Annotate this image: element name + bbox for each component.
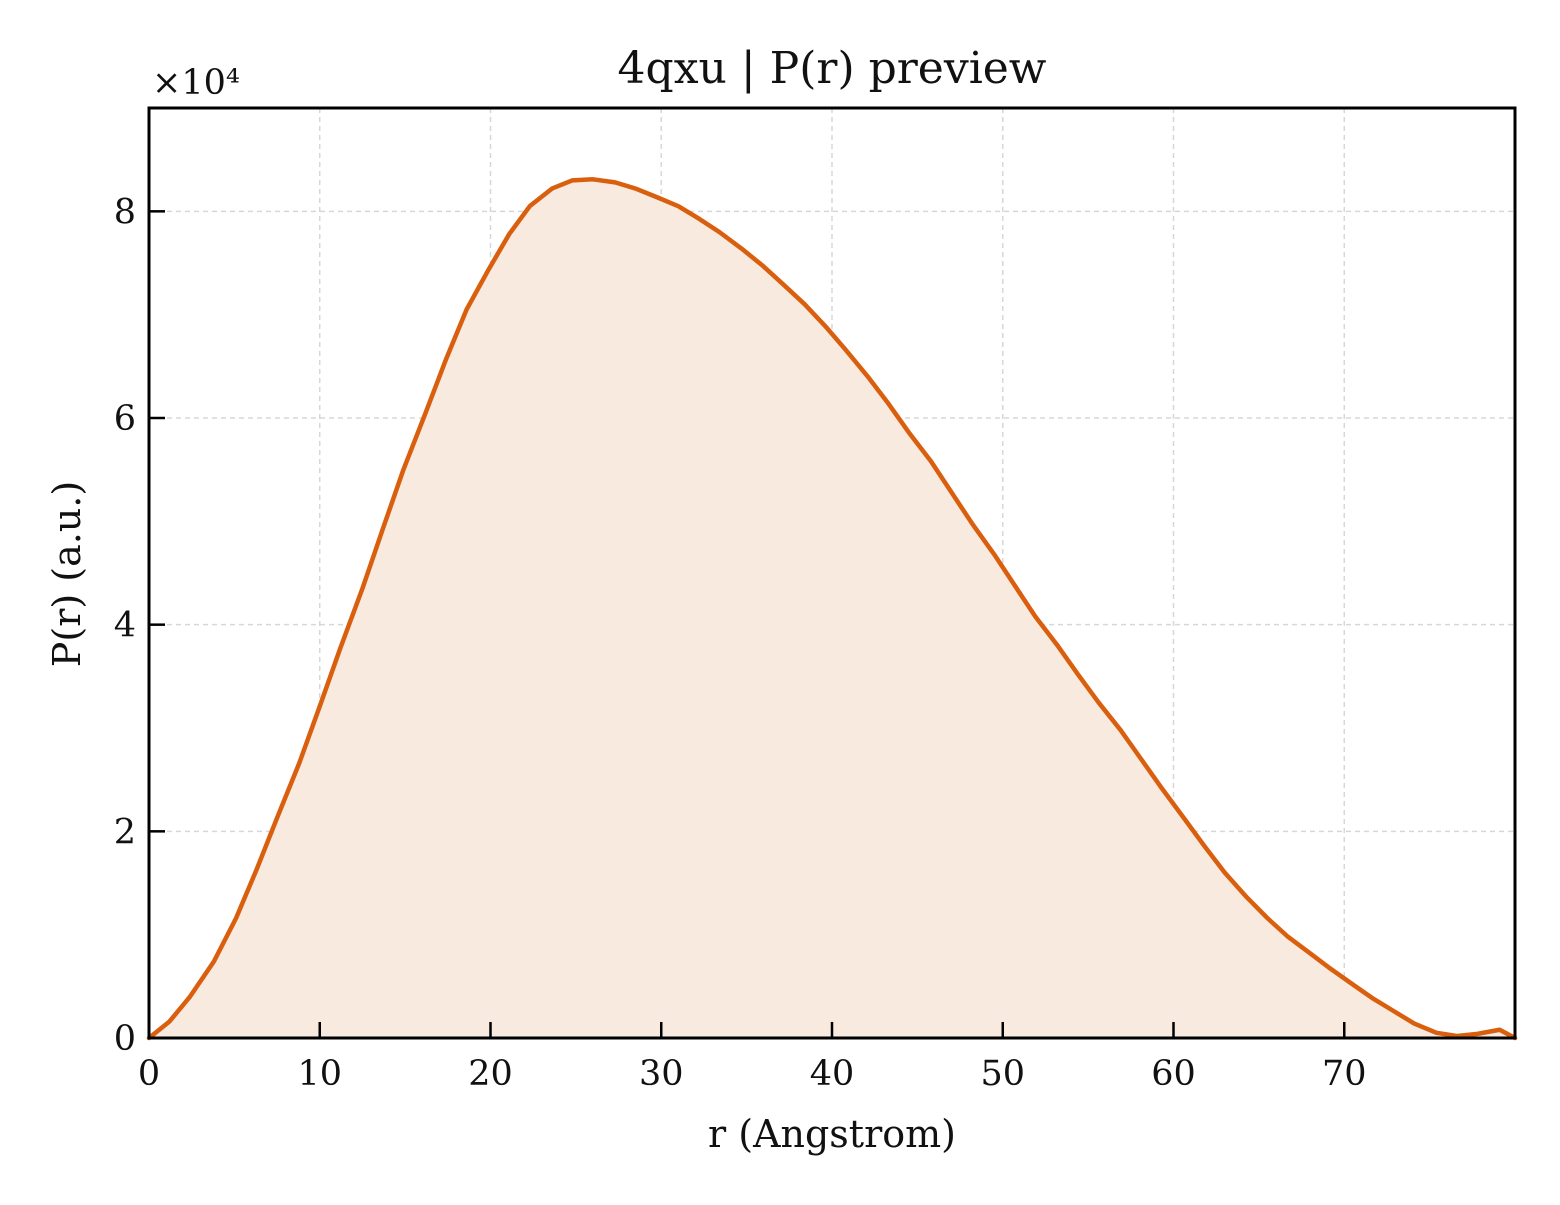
x-tick-label: 10 [297,1054,342,1094]
x-axis-label: r (Angstrom) [708,1112,956,1156]
y-tick-label: 4 [114,606,136,646]
chart-title: 4qxu | P(r) preview [618,43,1047,94]
x-tick-label: 60 [1151,1054,1196,1094]
y-axis-label: P(r) (a.u.) [45,481,89,667]
distribution-area [149,179,1515,1039]
x-tick-label: 70 [1322,1054,1367,1094]
y-tick-label: 0 [114,1019,136,1059]
y-tick-label: 8 [114,192,136,232]
distribution-line [146,177,1518,1041]
x-tick-label: 50 [980,1054,1025,1094]
x-tick-label: 20 [468,1054,513,1094]
tick-layer: 0 10 20 30 40 50 60 70 0 2 4 6 8 [114,192,1367,1094]
x-tick-label: 40 [810,1054,855,1094]
y-tick-label: 6 [114,399,136,439]
y-axis-multiplier: ×10⁴ [152,63,240,103]
x-tick-label: 30 [639,1054,684,1094]
y-tick-label: 2 [114,812,136,852]
x-tick-label: 0 [138,1054,160,1094]
